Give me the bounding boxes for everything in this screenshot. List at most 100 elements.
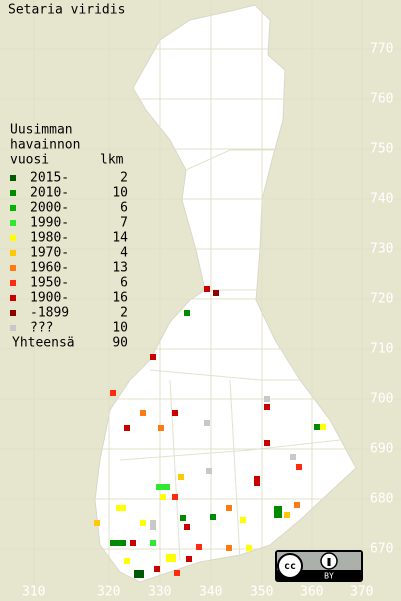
y-coordinate-label: 710 <box>370 342 393 357</box>
dot <box>110 540 126 546</box>
x-coordinate-label: 330 <box>148 585 171 600</box>
dot <box>116 505 126 511</box>
legend-heading: vuosi <box>10 153 49 168</box>
dot <box>213 290 219 296</box>
legend-count: 6 <box>120 201 128 216</box>
legend-count: 7 <box>120 216 128 231</box>
dot <box>264 396 270 402</box>
legend-count: 2 <box>120 306 128 321</box>
legend-label: 1970- <box>30 246 69 261</box>
dot <box>172 410 178 416</box>
dot <box>246 545 252 551</box>
x-coordinate-label: 320 <box>97 585 120 600</box>
dot <box>166 554 176 562</box>
y-coordinate-label: 760 <box>370 92 393 107</box>
legend-count: 4 <box>120 246 128 261</box>
dot <box>274 506 282 518</box>
x-coordinate-label: 340 <box>199 585 222 600</box>
y-coordinate-label: 750 <box>370 142 393 157</box>
legend-swatch <box>10 280 16 286</box>
x-coordinate-label: 360 <box>300 585 323 600</box>
legend-count: 2 <box>120 171 128 186</box>
total-label: Yhteensä <box>12 336 75 351</box>
dot <box>296 464 302 470</box>
legend-label: 1980- <box>30 231 69 246</box>
x-coordinate-label: 370 <box>350 585 373 600</box>
total-count: 90 <box>112 336 128 351</box>
dot <box>320 424 326 430</box>
dot <box>150 540 156 546</box>
legend-label: 1990- <box>30 216 69 231</box>
dot <box>210 514 216 520</box>
legend-count: 10 <box>112 321 128 336</box>
legend-count: 14 <box>112 231 128 246</box>
dot <box>254 476 260 486</box>
legend-label: 1900- <box>30 291 69 306</box>
legend-label: 1960- <box>30 261 69 276</box>
y-coordinate-label: 770 <box>370 42 393 57</box>
dot <box>172 494 178 500</box>
y-coordinate-label: 730 <box>370 242 393 257</box>
legend-swatch <box>10 325 16 331</box>
legend-label: 2000- <box>30 201 69 216</box>
y-coordinate-label: 700 <box>370 392 393 407</box>
badge-label: BY <box>324 572 334 581</box>
title: Setaria viridis <box>8 3 125 18</box>
legend-swatch <box>10 205 16 211</box>
legend-count: 16 <box>112 291 128 306</box>
legend-count: 6 <box>120 276 128 291</box>
dot <box>180 515 186 521</box>
dot <box>150 354 156 360</box>
dot <box>150 520 156 530</box>
legend-label: 2015- <box>30 171 69 186</box>
y-coordinate-label: 690 <box>370 442 393 457</box>
dot <box>110 390 116 396</box>
dot <box>264 404 270 410</box>
dot <box>186 556 192 562</box>
legend-swatch <box>10 175 16 181</box>
legend-label: -1899 <box>30 306 69 321</box>
dot <box>294 502 300 508</box>
legend-swatch <box>10 235 16 241</box>
x-coordinate-label: 310 <box>22 585 45 600</box>
svg-text:cc: cc <box>284 561 296 572</box>
legend-swatch <box>10 310 16 316</box>
dot <box>140 410 146 416</box>
legend-label: 2010- <box>30 186 69 201</box>
dot <box>206 468 212 474</box>
legend-label: ??? <box>30 321 53 336</box>
dot <box>184 310 190 316</box>
dot <box>130 540 136 546</box>
license-badge: cc BY <box>275 550 363 582</box>
dot <box>204 286 210 292</box>
dot <box>174 570 180 576</box>
dot <box>124 425 130 431</box>
dot <box>264 440 270 446</box>
dot <box>154 566 160 572</box>
x-coordinate-label: 350 <box>250 585 273 600</box>
legend-swatch <box>10 295 16 301</box>
legend-count: 13 <box>112 261 128 276</box>
y-coordinate-label: 680 <box>370 492 393 507</box>
dot <box>178 474 184 480</box>
legend-count: 10 <box>112 186 128 201</box>
legend-swatch <box>10 250 16 256</box>
observation-dots <box>94 286 326 578</box>
legend-label: 1950- <box>30 276 69 291</box>
y-coordinate-label: 740 <box>370 192 393 207</box>
legend-heading: havainnon <box>10 138 80 153</box>
dot <box>124 558 130 564</box>
dot <box>204 420 210 426</box>
dot <box>158 425 164 431</box>
dot <box>196 544 202 550</box>
legend-swatch <box>10 220 16 226</box>
dot <box>184 524 190 530</box>
dot <box>284 512 290 518</box>
y-coordinate-label: 670 <box>370 542 393 557</box>
dot <box>94 520 100 526</box>
region-borders <box>119 149 341 561</box>
dot <box>140 520 146 526</box>
